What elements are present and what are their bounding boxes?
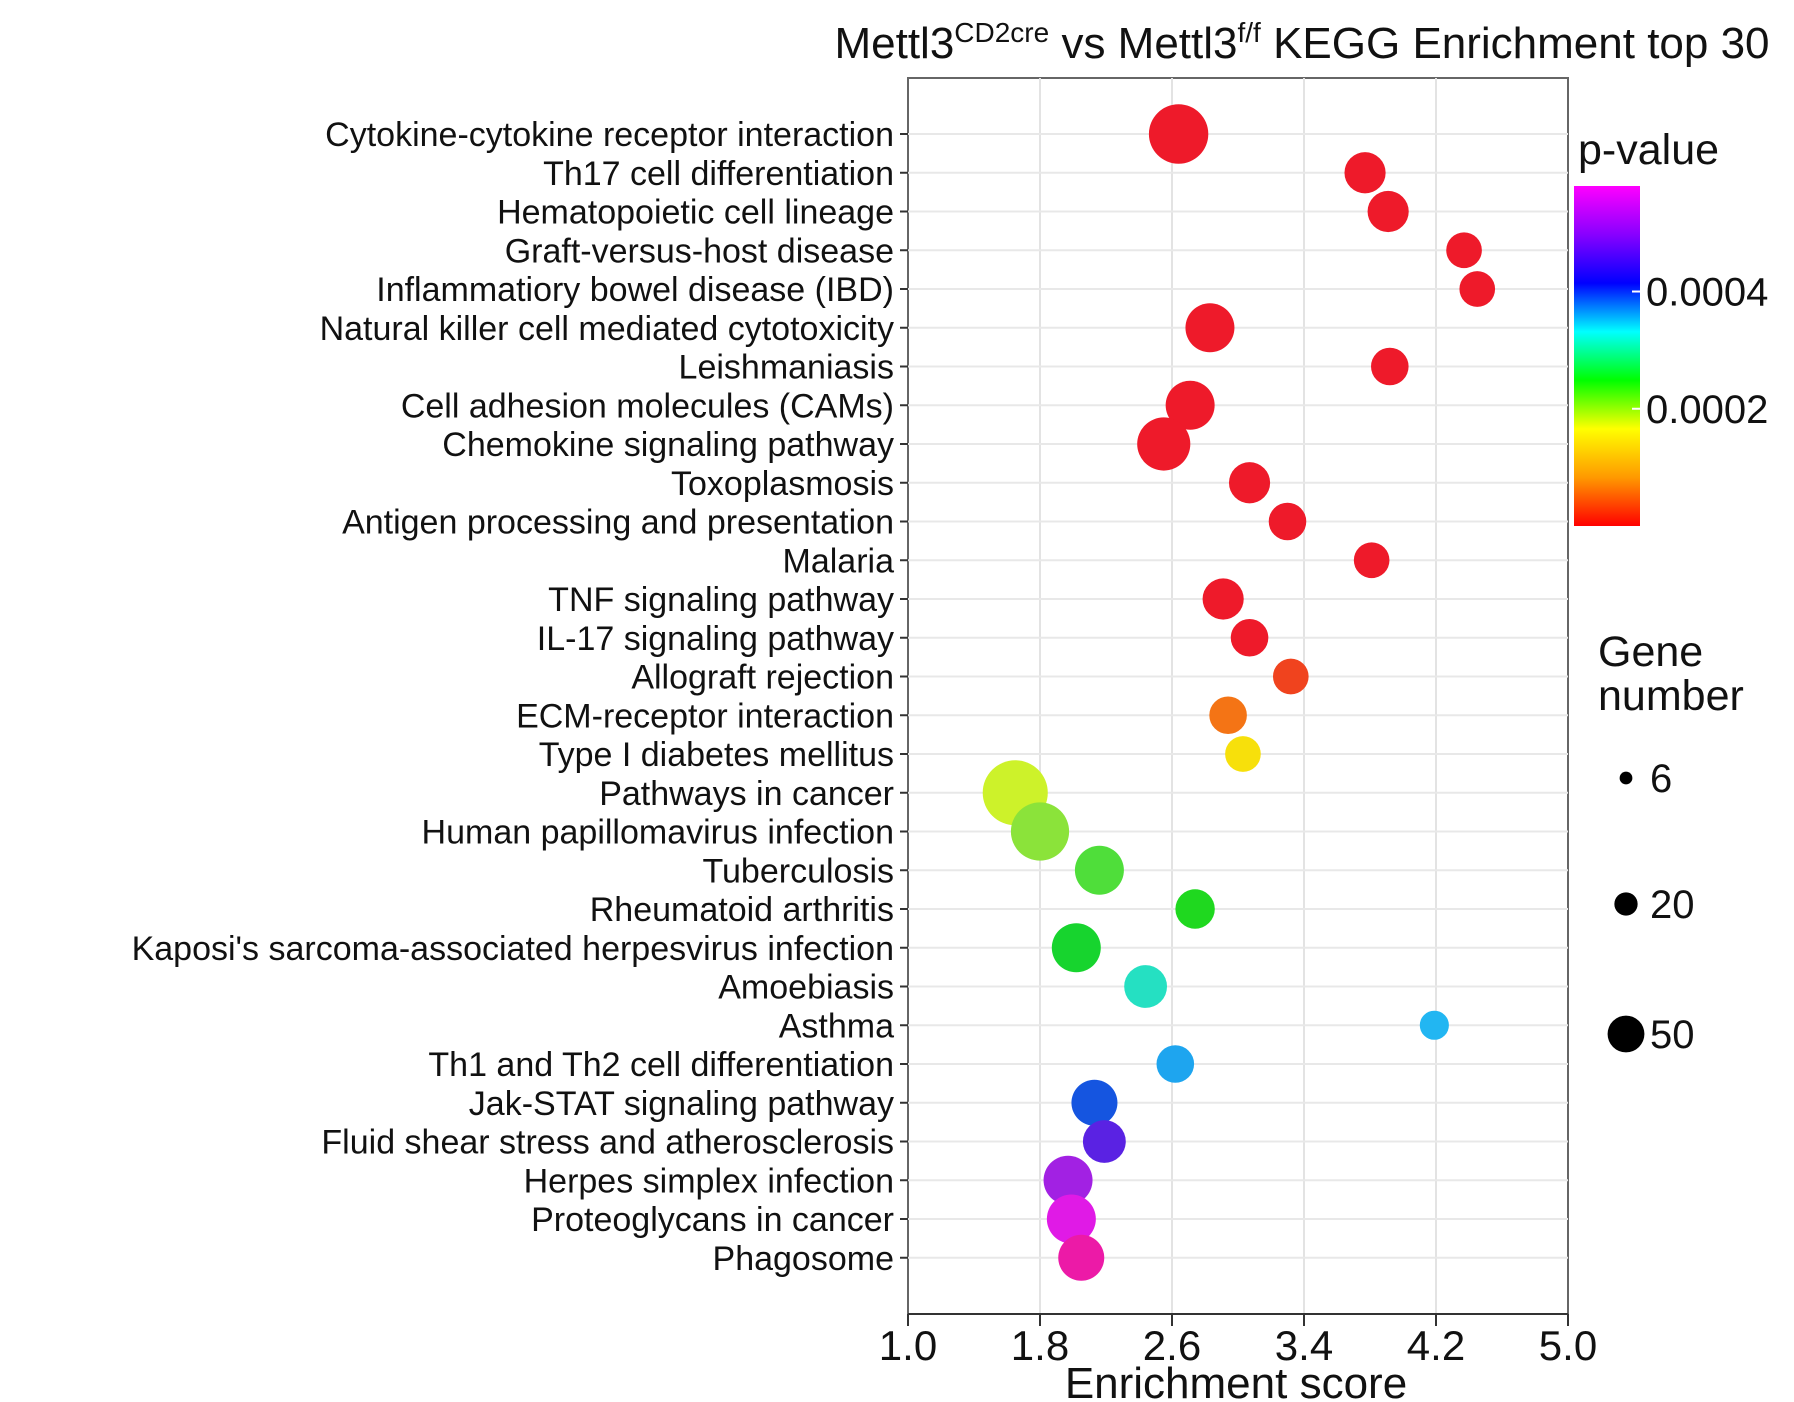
y-ticks bbox=[900, 133, 908, 1259]
pathway-point bbox=[1185, 303, 1235, 353]
pathway-point bbox=[1046, 1194, 1096, 1244]
pathway-point bbox=[1156, 1045, 1195, 1083]
gridlines bbox=[908, 78, 1568, 1314]
size-legend-label: 6 bbox=[1650, 757, 1672, 801]
pathway-label: TNF signaling pathway bbox=[548, 581, 894, 619]
x-ticks: 1.0 1.8 2.6 3.4 4.2 5.0 bbox=[879, 1314, 1597, 1369]
pathway-point bbox=[1230, 618, 1269, 657]
size-legend-dot bbox=[1619, 771, 1633, 785]
pathway-label: Type I diabetes mellitus bbox=[539, 736, 894, 774]
x-tick-label: 1.8 bbox=[1011, 1322, 1069, 1369]
pvalue-legend-title: p-value bbox=[1578, 126, 1719, 174]
pathway-label: Amoebiasis bbox=[718, 969, 894, 1007]
pathway-label: Natural killer cell mediated cytotoxicit… bbox=[320, 310, 894, 348]
pathway-point bbox=[1202, 578, 1244, 620]
pathway-label: Herpes simplex infection bbox=[524, 1162, 894, 1200]
pathway-label: Phagosome bbox=[713, 1240, 894, 1278]
pathway-point bbox=[1148, 104, 1209, 164]
pathway-point bbox=[1165, 380, 1215, 430]
pathway-label: Leishmaniasis bbox=[679, 349, 894, 387]
pathway-label: Pathways in cancer bbox=[599, 775, 894, 813]
pvalue-legend-ticks: 0.0004 0.0002 bbox=[1632, 271, 1768, 432]
pathway-point bbox=[1344, 152, 1386, 194]
pathway-label: Jak-STAT signaling pathway bbox=[469, 1085, 894, 1123]
pathway-point bbox=[1175, 889, 1215, 929]
x-tick-label: 2.6 bbox=[1143, 1322, 1201, 1369]
x-axis-title: Enrichment score bbox=[1065, 1359, 1407, 1402]
y-axis-labels: Cytokine-cytokine receptor interactionTh… bbox=[132, 116, 895, 1278]
pathway-label: Proteoglycans in cancer bbox=[531, 1201, 894, 1239]
pathway-point bbox=[1367, 190, 1409, 233]
size-legend-label: 50 bbox=[1650, 1013, 1695, 1057]
pathway-point bbox=[1051, 923, 1101, 973]
pvalue-tick-label: 0.0002 bbox=[1646, 388, 1768, 432]
size-legend-label: 20 bbox=[1650, 883, 1695, 927]
size-legend-title-line2: number bbox=[1598, 672, 1744, 720]
pathway-label: ECM-receptor interaction bbox=[516, 697, 894, 735]
pathway-label: Asthma bbox=[779, 1007, 894, 1045]
pathway-label: Hematopoietic cell lineage bbox=[497, 194, 894, 232]
pathway-point bbox=[1082, 1120, 1126, 1163]
x-tick-label: 4.2 bbox=[1407, 1322, 1465, 1369]
pathway-label: Inflammatiory bowel disease (IBD) bbox=[376, 271, 894, 309]
pathway-point bbox=[1225, 736, 1261, 772]
plot-panel bbox=[907, 77, 1569, 1315]
size-legend-dot bbox=[1614, 892, 1638, 916]
pathway-point bbox=[1058, 1234, 1105, 1281]
pathway-label: Cell adhesion molecules (CAMs) bbox=[401, 387, 894, 425]
pathway-point bbox=[1459, 271, 1496, 307]
pvalue-tick-label: 0.0004 bbox=[1646, 271, 1768, 315]
pathway-point bbox=[1419, 1010, 1449, 1040]
pathway-label: Human papillomavirus infection bbox=[422, 814, 894, 852]
pathway-point bbox=[1071, 1079, 1118, 1126]
pathway-point bbox=[1010, 802, 1070, 861]
pathway-label: Kaposi's sarcoma-associated herpesvirus … bbox=[132, 930, 894, 968]
pathway-label: IL-17 signaling pathway bbox=[537, 620, 894, 658]
pathway-label: Th1 and Th2 cell differentiation bbox=[428, 1046, 894, 1084]
pathway-point bbox=[1228, 462, 1271, 504]
pathway-point bbox=[1272, 658, 1309, 695]
pathway-label: Chemokine signaling pathway bbox=[442, 426, 894, 464]
pvalue-colorbar bbox=[1574, 186, 1640, 526]
pathway-label: Toxoplasmosis bbox=[671, 465, 894, 503]
pathway-label: Fluid shear stress and atherosclerosis bbox=[321, 1124, 894, 1162]
pathway-point bbox=[1124, 965, 1168, 1008]
pathway-label: Cytokine-cytokine receptor interaction bbox=[325, 116, 894, 154]
pathway-label: Rheumatoid arthritis bbox=[590, 891, 894, 929]
size-legend-dot bbox=[1607, 1015, 1645, 1053]
pathway-label: Th17 cell differentiation bbox=[543, 155, 894, 193]
pathway-label: Tuberculosis bbox=[703, 852, 894, 890]
pathway-label: Graft-versus-host disease bbox=[505, 232, 894, 270]
data-points bbox=[982, 104, 1496, 1281]
x-tick-label: 1.0 bbox=[879, 1322, 937, 1369]
pathway-point bbox=[1353, 542, 1390, 579]
pathway-point bbox=[1137, 417, 1191, 471]
pathway-point bbox=[1074, 845, 1124, 895]
x-tick-label: 3.4 bbox=[1275, 1322, 1333, 1369]
size-legend-items: 6 20 50 bbox=[1607, 757, 1695, 1057]
x-tick-label: 5.0 bbox=[1539, 1322, 1597, 1369]
pathway-point bbox=[1371, 347, 1409, 386]
pathway-point bbox=[1209, 696, 1247, 735]
pathway-point bbox=[1268, 502, 1307, 541]
size-legend-title-line1: Gene bbox=[1598, 628, 1703, 676]
pathway-label: Allograft rejection bbox=[631, 659, 894, 697]
chart-title: Mettl3CD2cre vs Mettl3f/f KEGG Enrichmen… bbox=[834, 17, 1769, 68]
pathway-point bbox=[1446, 232, 1482, 269]
pathway-label: Antigen processing and presentation bbox=[342, 504, 894, 542]
pathway-point bbox=[1043, 1155, 1093, 1205]
pathway-label: Malaria bbox=[783, 542, 895, 580]
